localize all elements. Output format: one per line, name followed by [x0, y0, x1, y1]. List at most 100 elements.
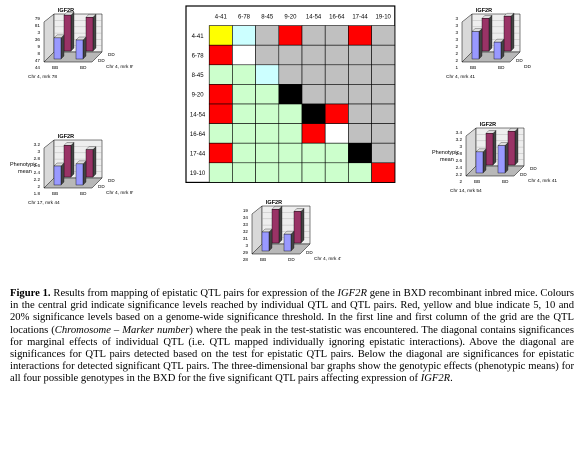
figure-label: Figure 1. — [10, 288, 51, 299]
bar-side — [510, 12, 515, 52]
grid-cell — [348, 123, 372, 144]
bar-side — [268, 228, 273, 252]
graph-tick-label: 2.8 — [34, 156, 41, 161]
graph-title: IGF2R — [476, 8, 492, 14]
graph-side-label: Chr 4, mrk 9' — [106, 190, 133, 196]
graph-tick-label: 2.2 — [456, 172, 463, 177]
graph-tick-label: 2.2 — [34, 177, 41, 182]
grid-cell — [208, 142, 233, 164]
grid-cell — [371, 162, 396, 183]
graph-tick-label: 32 — [243, 229, 249, 234]
caption-text-4: . — [450, 373, 453, 385]
grid-cell — [301, 84, 326, 105]
graph-genotype-label: BB — [52, 65, 58, 70]
graph-genotype-label: DD — [108, 178, 115, 183]
grid-col-label: 6-78 — [238, 14, 251, 20]
grid-cell — [278, 142, 303, 164]
graph-genotype-label: BB — [470, 65, 476, 70]
bar — [53, 165, 62, 186]
graph-genotype-label: DD — [98, 184, 105, 189]
graph-genotype-label: DD — [520, 172, 527, 177]
graph-genotype-label: DD — [108, 52, 115, 57]
grid-cell — [232, 44, 256, 66]
grid-cell — [301, 44, 326, 66]
graph-tick-label: 3 — [459, 144, 462, 149]
bar — [485, 133, 494, 166]
grid-cell — [324, 64, 349, 85]
graph-floor — [251, 243, 311, 255]
bar — [53, 37, 62, 60]
graph-title: IGF2R — [480, 122, 496, 128]
grid-cell — [278, 64, 303, 85]
grid-row-label: 6-78 — [192, 54, 205, 60]
grid-col-label: 9-20 — [284, 14, 297, 20]
graph-tick-label: 2.6 — [34, 163, 41, 168]
grid-cell — [208, 44, 233, 66]
graph-tick-label: 3 — [455, 37, 458, 42]
grid-cell — [208, 162, 233, 183]
grid-cell — [278, 25, 303, 46]
graph-tick-label: 3 — [455, 23, 458, 28]
grid-cell — [232, 64, 256, 85]
graph-tick-label: 3.4 — [456, 130, 463, 135]
bar — [503, 15, 512, 52]
grid-cell — [255, 64, 280, 85]
caption-marker-phrase: Chromosome – Marker number — [54, 324, 190, 336]
grid-row-label: 16-64 — [190, 132, 206, 138]
graph-genotype-label: DD — [306, 250, 313, 255]
grid-cell — [278, 162, 303, 183]
grid-cell — [232, 103, 256, 124]
graph-tick-label: 44 — [35, 65, 41, 70]
bar-side — [278, 205, 283, 244]
graph-title: IGF2R — [58, 8, 74, 14]
grid-cell — [371, 103, 396, 124]
grid-cell — [371, 44, 396, 66]
graph-tick-label: 2 — [37, 184, 40, 189]
grid-cell — [348, 84, 372, 105]
bar-side — [300, 207, 305, 244]
grid-col-label: 14-54 — [306, 14, 322, 20]
grid-cell — [348, 103, 372, 124]
graph-tick-label: 2 — [455, 58, 458, 63]
graph-bottom-label: Chr 17, mrk 44 — [28, 200, 60, 206]
graph-genotype-label: BD — [80, 65, 87, 70]
graph-axis-label: Phenotypic — [10, 162, 37, 168]
bar-side — [82, 36, 87, 60]
graph-tick-label: 2 — [455, 44, 458, 49]
graph-genotype-label: BD — [498, 65, 505, 70]
grid-cell — [232, 162, 256, 183]
grid-cell — [324, 44, 349, 66]
bar — [497, 145, 506, 174]
grid-cell — [301, 103, 326, 124]
graph-tick-label: 3 — [37, 149, 40, 154]
grid-cell — [208, 84, 233, 105]
bar — [293, 211, 302, 244]
grid-row-label: 8-45 — [192, 73, 205, 79]
grid-cell — [208, 123, 233, 144]
graph-genotype-label: DD — [288, 257, 295, 262]
grid-cell — [208, 25, 233, 46]
graph-tick-label: 81 — [35, 23, 41, 28]
grid-col-label: 19-10 — [376, 14, 392, 20]
graph-genotype-label: BB — [52, 191, 58, 196]
graph-tick-label: 9 — [37, 44, 40, 49]
graph-title: IGF2R — [58, 134, 74, 140]
grid-col-label: 8-45 — [261, 14, 274, 20]
bar — [271, 209, 280, 244]
grid-cell — [255, 123, 280, 144]
graph-tick-label: 2 — [459, 179, 462, 184]
caption-gene-1: IGF2R — [337, 288, 367, 299]
graph-tick-label: 47 — [35, 58, 41, 63]
grid-row-label: 19-10 — [190, 171, 206, 177]
grid-cell — [278, 44, 303, 66]
graph-side-label: Chr 4, mrk 9' — [106, 64, 133, 70]
graph-side-label: Chr 4, mrk 4' — [314, 256, 341, 262]
bar-side — [70, 141, 75, 178]
grid-cell — [208, 64, 233, 85]
bar-side — [92, 146, 97, 178]
bar — [85, 149, 94, 178]
